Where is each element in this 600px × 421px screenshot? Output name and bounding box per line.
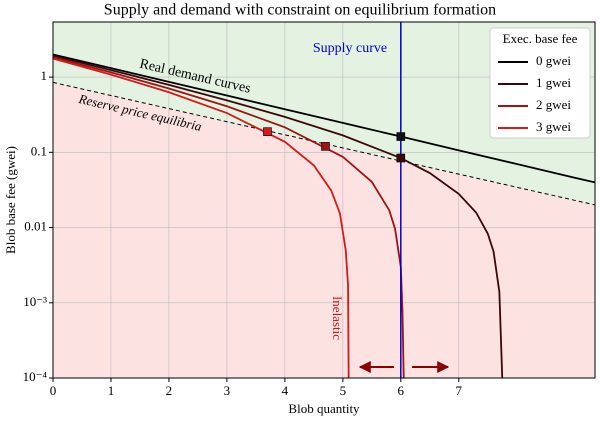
x-tick-label: 1: [108, 383, 115, 398]
equilibrium-point: [396, 132, 406, 141]
legend-label: 0 gwei: [536, 53, 571, 68]
x-tick-label: 6: [398, 383, 405, 398]
y-tick-label: 0.01: [24, 219, 47, 234]
x-tick-label: 3: [224, 383, 231, 398]
y-tick-label: 1: [41, 68, 48, 83]
y-tick-label: 0.1: [31, 143, 47, 158]
x-tick-label: 4: [282, 383, 289, 398]
reserve-line: [53, 81, 595, 206]
y-tick-label: 10⁻³: [23, 294, 47, 309]
chart-title: Supply and demand with constraint on equ…: [104, 2, 496, 19]
legend-label: 2 gwei: [536, 97, 571, 112]
plot-frame: [52, 21, 596, 379]
below-reserve-region: [53, 82, 595, 378]
series-line: [53, 57, 350, 378]
legend-box: [489, 27, 591, 139]
inelastic-annotation: Inelastic: [330, 296, 345, 340]
series-line: [53, 54, 504, 378]
series-line: [53, 53, 595, 184]
equilibrium-point: [321, 142, 330, 151]
y-tick-label: 10⁻⁴: [23, 369, 48, 384]
equilibrium-point: [396, 153, 406, 163]
x-tick-label: 2: [166, 383, 173, 398]
x-tick-label: 7: [456, 383, 463, 398]
y-axis-label: Blob base fee (gwei): [3, 146, 18, 254]
x-axis-label: Blob quantity: [288, 401, 360, 416]
legend-label: 3 gwei: [536, 119, 571, 134]
legend-title: Exec. base fee: [503, 31, 578, 46]
legend-label: 1 gwei: [536, 75, 571, 90]
above-reserve-region: [53, 22, 595, 205]
equilibrium-point: [263, 127, 272, 136]
x-tick-label: 0: [50, 383, 57, 398]
supply-annotation: Supply curve: [313, 41, 387, 56]
x-tick-label: 5: [340, 383, 347, 398]
